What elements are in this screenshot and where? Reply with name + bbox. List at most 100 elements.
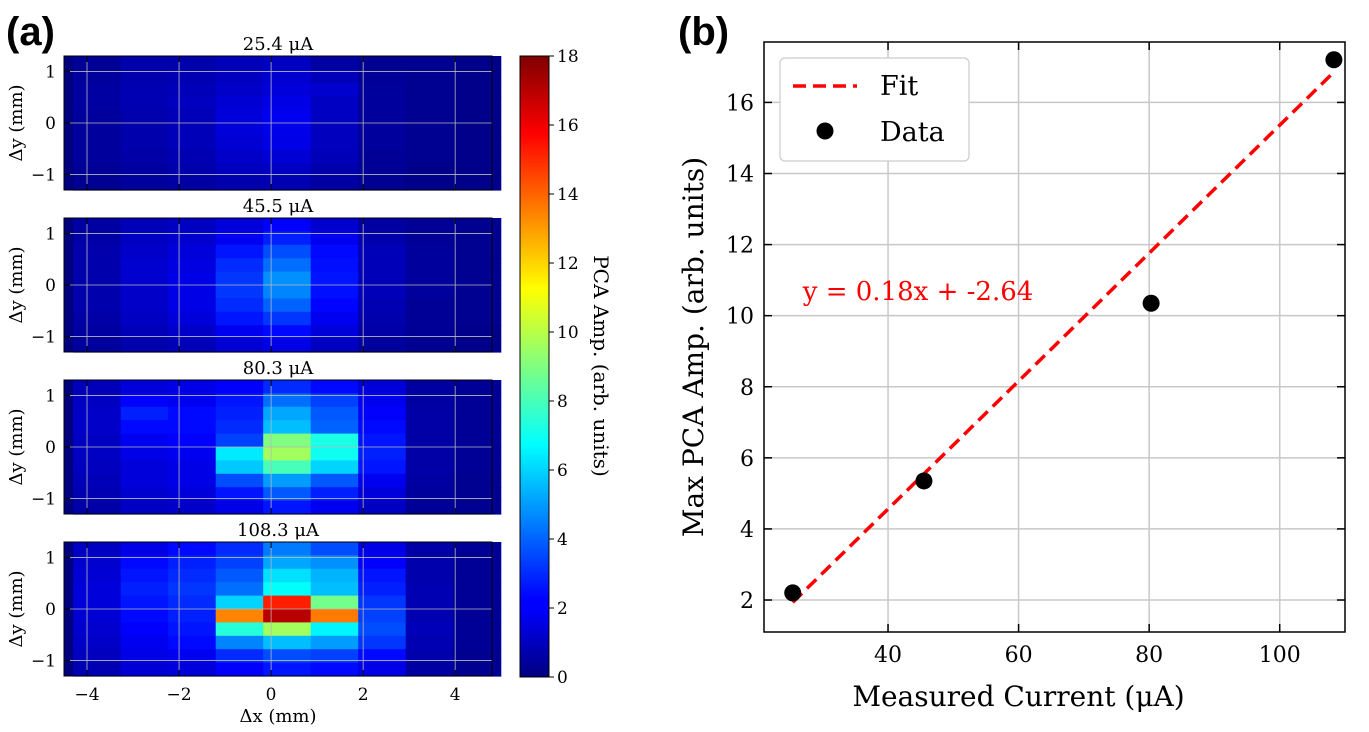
heatmap-cell bbox=[73, 649, 122, 664]
heatmap-cell bbox=[358, 406, 407, 421]
heatmap-cell bbox=[453, 393, 502, 408]
heatmap-cell bbox=[358, 176, 407, 191]
heatmap-cell bbox=[405, 285, 454, 299]
colorbar: 0 2 4 6 8 10 12 14 16 18 PCA Amp. (arb. units) bbox=[519, 47, 613, 688]
heatmap-cell bbox=[453, 163, 502, 178]
heatmap-cell bbox=[168, 218, 217, 232]
heatmap-cell bbox=[405, 56, 454, 70]
heatmap-cell bbox=[310, 487, 359, 502]
heatmap-cell bbox=[358, 56, 407, 70]
data-point bbox=[1325, 51, 1343, 69]
heatmap-cell bbox=[168, 244, 217, 259]
heatmap-cell bbox=[168, 82, 217, 97]
heatmap-cell bbox=[73, 231, 122, 246]
heatmap-cell bbox=[405, 218, 454, 232]
heatmap-cell bbox=[405, 473, 454, 488]
heatmap-cell bbox=[405, 96, 454, 111]
heatmap-cell bbox=[263, 433, 312, 448]
heatmap-cell bbox=[263, 649, 312, 664]
heatmap-3: 1 0 −1 108.3 μA Δy (mm) bbox=[6, 520, 502, 677]
heatmap-cell bbox=[215, 298, 264, 313]
heatmap-cell bbox=[168, 69, 217, 84]
heatmap-cell bbox=[358, 393, 407, 408]
heatmap-cell bbox=[310, 82, 359, 97]
heatmap-cell bbox=[405, 433, 454, 448]
heatmap-cell bbox=[263, 109, 312, 124]
heatmap-cell bbox=[168, 96, 217, 111]
heatmap-cell bbox=[358, 433, 407, 448]
heatmap-ytick-label: 0 bbox=[45, 600, 56, 620]
heatmap-cell bbox=[168, 285, 217, 299]
heatmap-cell bbox=[405, 393, 454, 408]
heatmap-cell bbox=[168, 406, 217, 421]
heatmap-cell bbox=[405, 231, 454, 246]
heatmap-cell bbox=[358, 149, 407, 164]
heatmap-cell bbox=[215, 635, 264, 650]
heatmap-cell bbox=[310, 649, 359, 664]
heatmap-cell bbox=[405, 406, 454, 421]
heatmap-cell bbox=[358, 109, 407, 124]
heatmap-cell bbox=[358, 82, 407, 97]
heatmap-cell bbox=[405, 649, 454, 664]
heatmap-cell bbox=[453, 568, 502, 583]
heatmap-cell bbox=[263, 473, 312, 488]
heatmap-ytick-label: 1 bbox=[45, 548, 56, 568]
heatmap-ytick-label: 0 bbox=[45, 438, 56, 458]
heatmap-cell bbox=[263, 568, 312, 583]
heatmap-cell bbox=[358, 622, 407, 637]
heatmap-ytick-label: 1 bbox=[45, 224, 56, 244]
heatmap-cell bbox=[168, 163, 217, 178]
heatmap-cell bbox=[168, 582, 217, 597]
heatmap-cell bbox=[168, 109, 217, 124]
heatmap-cell bbox=[120, 595, 169, 610]
heatmap-cell bbox=[215, 393, 264, 408]
heatmap-cell bbox=[73, 595, 122, 610]
heatmap-cell bbox=[263, 298, 312, 313]
heatmap-cell bbox=[168, 542, 217, 556]
heatmap-cell bbox=[310, 433, 359, 448]
heatmap-cell bbox=[310, 285, 359, 299]
heatmap-cell bbox=[120, 487, 169, 502]
heatmap-cell bbox=[215, 163, 264, 178]
heatmap-cell bbox=[120, 163, 169, 178]
heatmap-cell bbox=[73, 163, 122, 178]
heatmap-cell bbox=[120, 244, 169, 259]
heatmap-cell bbox=[310, 500, 359, 515]
colorbar-tick-label: 10 bbox=[557, 323, 579, 343]
heatmap-cell bbox=[310, 662, 359, 677]
heatmap-cell bbox=[310, 338, 359, 353]
heatmap-cell bbox=[215, 96, 264, 111]
heatmap-cell bbox=[453, 311, 502, 326]
heatmap-cell bbox=[405, 338, 454, 353]
heatmap-cell bbox=[73, 109, 122, 124]
heatmap-cell bbox=[215, 231, 264, 246]
heatmap-cell bbox=[215, 555, 264, 570]
heatmap-cell bbox=[310, 460, 359, 475]
heatmap-cell bbox=[405, 460, 454, 475]
heatmap-cell bbox=[120, 176, 169, 191]
heatmap-cell bbox=[263, 149, 312, 164]
data-point bbox=[1142, 294, 1160, 312]
heatmap-cell bbox=[263, 487, 312, 502]
heatmap-cell bbox=[73, 622, 122, 637]
heatmap-cell bbox=[120, 609, 169, 623]
heatmap-cell bbox=[405, 82, 454, 97]
heatmap-cell bbox=[73, 338, 122, 353]
heatmap-cell bbox=[168, 487, 217, 502]
heatmap-cell bbox=[358, 285, 407, 299]
heatmap-ytick-label: −1 bbox=[31, 166, 56, 186]
xtick-label: 60 bbox=[1005, 643, 1033, 668]
colorbar-ticks: 0 2 4 6 8 10 12 14 16 18 bbox=[549, 47, 579, 688]
heatmap-cell bbox=[263, 582, 312, 597]
heatmap-cell bbox=[405, 163, 454, 178]
heatmap-cell bbox=[120, 420, 169, 435]
heatmap-cell bbox=[120, 149, 169, 164]
heatmap-cell bbox=[120, 338, 169, 353]
heatmap-cell bbox=[215, 56, 264, 70]
heatmap-cell bbox=[215, 176, 264, 191]
heatmap-cell bbox=[120, 542, 169, 556]
heatmap-cell bbox=[215, 271, 264, 286]
heatmap-cell bbox=[263, 82, 312, 97]
heatmap-cell bbox=[453, 595, 502, 610]
heatmap-cell bbox=[215, 500, 264, 515]
